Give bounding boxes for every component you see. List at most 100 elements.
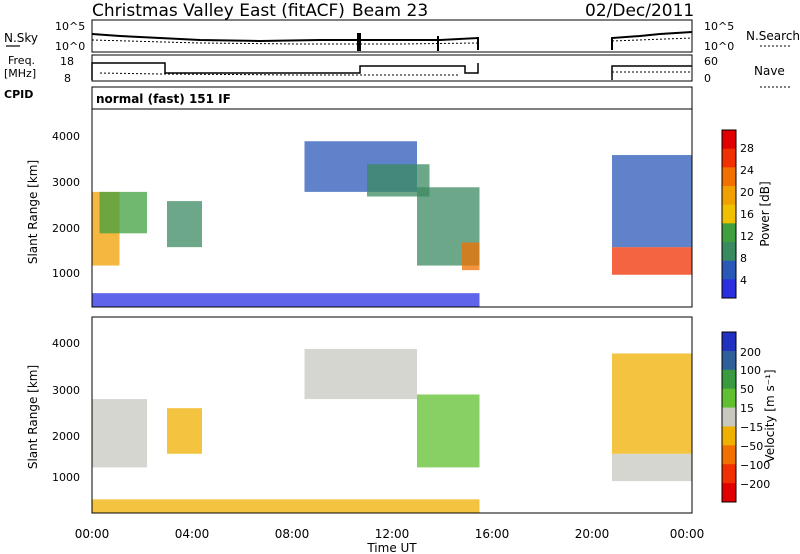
nave-tick-bottom: 0 (704, 72, 711, 85)
xtick-0400: 04:00 (175, 527, 210, 541)
velocity-ytick-2000: 2000 (52, 430, 80, 443)
velocity-data (92, 348, 692, 513)
velocity-cbar-tick-m15: −15 (740, 421, 763, 434)
power-region-8 (612, 155, 692, 248)
power-colorbar-label: Power [dB] (758, 181, 772, 246)
velocity-region-5 (612, 353, 692, 454)
velocity-cbar-tick-100: 100 (740, 364, 761, 377)
power-ytick-4000: 4000 (52, 130, 80, 143)
velocity-cbar-tick-m100: −100 (740, 459, 770, 472)
xtick-1200: 12:00 (375, 527, 410, 541)
nave-trace (99, 72, 460, 76)
power-ytick-3000: 3000 (52, 176, 80, 189)
freq-panel-frame (91, 54, 693, 82)
power-ytick-1000: 1000 (52, 267, 80, 280)
plot-title: Christmas Valley East (fitACF) (92, 1, 345, 21)
velocity-cbar-segment-3 (722, 388, 736, 409)
velocity-cbar-segment-8 (722, 483, 736, 503)
power-cbar-segment-5 (722, 223, 736, 243)
velocity-cbar-segment-2 (722, 369, 736, 390)
velocity-colorbar (721, 331, 737, 503)
power-cbar-segment-8 (722, 279, 736, 299)
xtick-0800: 08:00 (275, 527, 310, 541)
velocity-region-0 (92, 399, 147, 468)
power-data (92, 141, 692, 307)
xtick-2000: 20:00 (575, 527, 610, 541)
power-cbar-tick-12: 12 (740, 230, 754, 243)
freq-tick-bottom: 8 (64, 72, 71, 85)
freq-tick-top: 18 (60, 55, 74, 68)
xtick-1600: 16:00 (475, 527, 510, 541)
nsky-label: N.Sky (4, 31, 38, 45)
power-cbar-segment-0 (722, 130, 736, 150)
power-cbar-ticks: 28 24 20 16 12 8 4 (740, 142, 754, 287)
velocity-region-2 (304, 348, 417, 400)
velocity-cbar-segment-1 (722, 350, 736, 371)
nsky-gap-bar-2 (437, 36, 439, 51)
freq-trace (91, 62, 479, 80)
velocity-cbar-tick-15: 15 (740, 402, 754, 415)
velocity-cbar-tick-200: 200 (740, 346, 761, 359)
power-ylabel: Slant Range [km] (26, 160, 40, 264)
velocity-ytick-3000: 3000 (52, 384, 80, 397)
power-region-1 (99, 191, 147, 234)
nsearch-tick-bottom: 10^0 (704, 40, 734, 53)
power-ytick-2000: 2000 (52, 222, 80, 235)
nsearch-trace-right (611, 37, 693, 42)
power-colorbar (721, 129, 737, 299)
nave-tick-top: 60 (704, 55, 718, 68)
power-yticks: 4000 3000 2000 1000 (52, 130, 80, 280)
power-cbar-tick-16: 16 (740, 208, 754, 221)
date-label: 02/Dec/2011 (585, 1, 694, 21)
nave-label: Nave (754, 64, 785, 78)
power-region-2 (167, 201, 202, 248)
velocity-cbar-segment-7 (722, 464, 736, 484)
power-panel-frame (91, 108, 693, 308)
power-cbar-segment-6 (722, 242, 736, 262)
nsearch-trace (91, 39, 479, 45)
velocity-ytick-1000: 1000 (52, 471, 80, 484)
x-axis-ticks: 00:00 04:00 08:00 12:00 16:00 20:00 00:0… (75, 527, 705, 541)
velocity-cbar-frame (721, 331, 737, 503)
velocity-yticks: 4000 3000 2000 1000 (52, 337, 80, 484)
nsky-trace-right (611, 31, 693, 50)
velocity-ylabel: Slant Range [km] (26, 365, 40, 469)
power-cbar-tick-4: 4 (740, 274, 747, 287)
velocity-ytick-4000: 4000 (52, 337, 80, 350)
nsky-gap-bar-1 (357, 33, 361, 51)
velocity-cbar-tick-50: 50 (740, 383, 754, 396)
nsky-tick-top: 10^5 (55, 20, 85, 33)
velocity-region-1 (167, 408, 202, 454)
velocity-cbar-segment-5 (722, 426, 736, 446)
nsky-panel-frame (91, 19, 693, 53)
xtick-0000: 00:00 (75, 527, 110, 541)
freq-unit: [MHz] (4, 67, 36, 80)
power-cbar-segment-3 (722, 186, 736, 206)
velocity-cbar-segment-4 (722, 407, 736, 427)
velocity-cbar-segment-0 (722, 332, 736, 352)
velocity-panel-frame (91, 316, 693, 514)
power-cbar-tick-20: 20 (740, 186, 754, 199)
freq-trace-right (611, 65, 692, 80)
velocity-region-6 (92, 499, 480, 513)
power-cbar-segment-7 (722, 260, 736, 280)
nsearch-tick-top: 10^5 (704, 20, 734, 33)
power-region-7 (612, 247, 692, 275)
power-cbar-frame (721, 129, 737, 299)
velocity-region-4 (612, 453, 692, 482)
cpid-value: normal (fast) 151 IF (96, 92, 231, 106)
velocity-cbar-tick-m200: −200 (740, 478, 770, 491)
cpid-label: CPID (4, 88, 33, 101)
power-cbar-segment-2 (722, 167, 736, 187)
velocity-cbar-tick-m50: −50 (740, 440, 763, 453)
power-cbar-tick-28: 28 (740, 142, 754, 155)
x-axis-label: Time UT (366, 541, 417, 554)
beam-label: Beam 23 (352, 1, 428, 21)
xtick-2400: 00:00 (670, 527, 705, 541)
velocity-region-3 (417, 394, 480, 468)
velocity-colorbar-label: Velocity [m s⁻¹] (763, 369, 777, 462)
velocity-cbar-segment-6 (722, 445, 736, 465)
power-cbar-segment-4 (722, 204, 736, 224)
velocity-cbar-ticks: 200 100 50 15 −15 −50 −100 −200 (740, 346, 770, 491)
